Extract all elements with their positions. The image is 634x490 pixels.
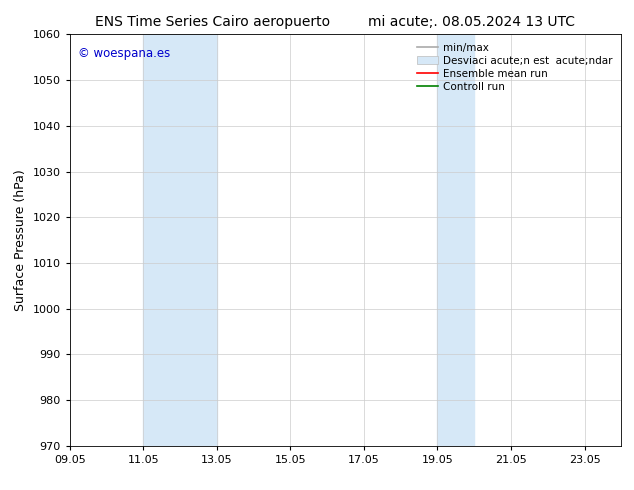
Legend: min/max, Desviaci acute;n est  acute;ndar, Ensemble mean run, Controll run: min/max, Desviaci acute;n est acute;ndar… — [415, 40, 616, 95]
Text: ENS Time Series Cairo aeropuerto: ENS Time Series Cairo aeropuerto — [95, 15, 330, 29]
Y-axis label: Surface Pressure (hPa): Surface Pressure (hPa) — [14, 169, 27, 311]
Bar — [437, 34, 474, 446]
Bar — [143, 34, 217, 446]
Text: mi acute;. 08.05.2024 13 UTC: mi acute;. 08.05.2024 13 UTC — [368, 15, 574, 29]
Text: © woespana.es: © woespana.es — [78, 47, 171, 60]
